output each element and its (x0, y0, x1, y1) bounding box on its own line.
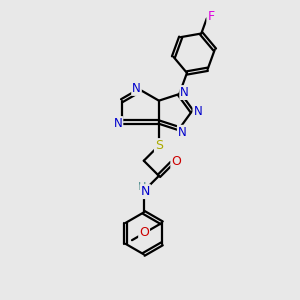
Text: O: O (139, 226, 149, 239)
Text: N: N (178, 126, 187, 139)
Text: O: O (171, 155, 181, 168)
Text: N: N (132, 82, 141, 95)
Text: N: N (114, 117, 122, 130)
Text: N: N (194, 106, 202, 118)
Text: N: N (180, 86, 189, 99)
Text: S: S (155, 139, 163, 152)
Text: H: H (138, 182, 146, 192)
Text: F: F (207, 11, 214, 23)
Text: N: N (141, 185, 150, 198)
